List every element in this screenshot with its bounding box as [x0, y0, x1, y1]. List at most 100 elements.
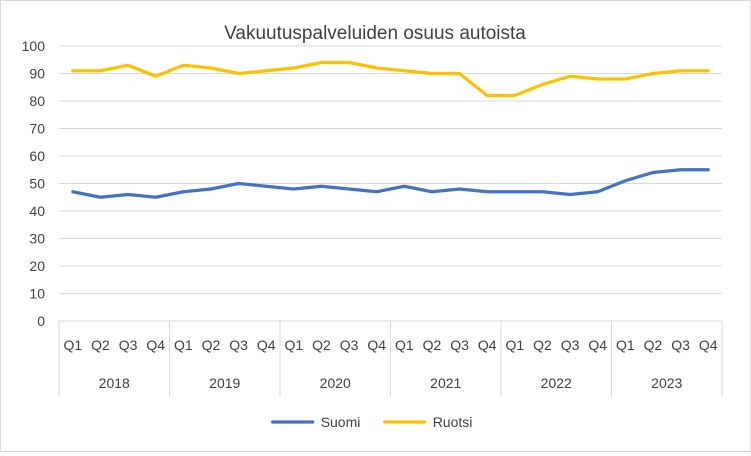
data-point-ruotsi-5 — [209, 66, 213, 70]
x-year-label-2020: 2020 — [320, 375, 351, 391]
data-point-ruotsi-12 — [402, 69, 406, 73]
y-tick-label-30: 30 — [29, 231, 45, 247]
x-tick-label-2020-Q2: Q2 — [312, 337, 331, 353]
legend-label-suomi: Suomi — [321, 414, 361, 430]
data-point-ruotsi-4 — [181, 63, 185, 67]
data-point-ruotsi-1 — [98, 69, 102, 73]
data-point-ruotsi-2 — [126, 63, 130, 67]
x-year-label-2021: 2021 — [430, 375, 461, 391]
data-point-suomi-8 — [292, 187, 296, 191]
data-point-suomi-10 — [347, 187, 351, 191]
x-tick-label-2023-Q2: Q2 — [644, 337, 663, 353]
x-year-label-2018: 2018 — [99, 375, 130, 391]
x-tick-label-2019-Q3: Q3 — [229, 337, 248, 353]
data-point-ruotsi-16 — [513, 94, 517, 98]
x-tick-label-2021-Q1: Q1 — [395, 337, 414, 353]
x-axis: Q1 Q2 Q3 Q4 2018 Q1 Q2 Q3 Q4 2019 Q1 Q2 Q3 Q4 2020 Q1 Q2… — [58, 320, 723, 397]
data-point-ruotsi-7 — [264, 69, 268, 73]
data-point-suomi-5 — [209, 187, 213, 191]
data-point-suomi-3 — [154, 195, 158, 199]
x-tick-label-2023-Q4: Q4 — [699, 337, 718, 353]
data-point-ruotsi-15 — [485, 94, 489, 98]
x-tick-label-2021-Q4: Q4 — [478, 337, 497, 353]
data-point-ruotsi-13 — [430, 72, 434, 76]
chart-title: Vakuutuspalveluiden osuus autoista — [224, 23, 526, 44]
y-axis: 0 10 20 30 40 50 60 70 80 90 100 — [22, 38, 46, 329]
legend: Suomi Ruotsi — [271, 414, 473, 430]
data-point-suomi-4 — [181, 190, 185, 194]
x-tick-label-2023-Q1: Q1 — [616, 337, 635, 353]
data-point-suomi-1 — [98, 195, 102, 199]
x-tick-label-2020-Q3: Q3 — [340, 337, 359, 353]
y-tick-label-90: 90 — [29, 66, 45, 82]
y-tick-label-70: 70 — [29, 121, 45, 137]
data-point-suomi-12 — [402, 184, 406, 188]
y-tick-label-80: 80 — [29, 93, 45, 109]
x-tick-label-2022-Q3: Q3 — [561, 337, 580, 353]
legend-label-ruotsi: Ruotsi — [433, 414, 473, 430]
gridlines — [59, 45, 722, 294]
series-lines — [71, 60, 710, 199]
data-point-ruotsi-18 — [568, 74, 572, 78]
x-tick-label-2020-Q4: Q4 — [367, 337, 386, 353]
data-point-ruotsi-14 — [458, 72, 462, 76]
x-tick-label-2019-Q4: Q4 — [257, 337, 276, 353]
data-point-ruotsi-3 — [154, 74, 158, 78]
data-point-suomi-9 — [319, 184, 323, 188]
y-tick-label-50: 50 — [29, 176, 45, 192]
y-tick-label-40: 40 — [29, 203, 45, 219]
series-line-ruotsi — [71, 60, 710, 98]
data-point-suomi-2 — [126, 193, 130, 197]
data-point-suomi-14 — [458, 187, 462, 191]
x-tick-label-2021-Q3: Q3 — [450, 337, 469, 353]
x-year-label-2022: 2022 — [541, 375, 572, 391]
data-point-ruotsi-21 — [651, 72, 655, 76]
data-point-suomi-11 — [375, 190, 379, 194]
y-tick-label-20: 20 — [29, 258, 45, 274]
y-tick-label-10: 10 — [29, 286, 45, 302]
x-tick-label-2018-Q2: Q2 — [91, 337, 110, 353]
x-tick-label-2018-Q1: Q1 — [63, 337, 82, 353]
x-tick-label-2019-Q1: Q1 — [174, 337, 193, 353]
data-point-suomi-15 — [485, 190, 489, 194]
data-point-suomi-13 — [430, 190, 434, 194]
data-point-suomi-22 — [679, 168, 683, 172]
data-point-ruotsi-17 — [540, 83, 544, 87]
data-point-ruotsi-11 — [375, 66, 379, 70]
x-tick-label-2018-Q4: Q4 — [146, 337, 165, 353]
x-tick-label-2020-Q1: Q1 — [284, 337, 303, 353]
x-tick-label-2019-Q2: Q2 — [202, 337, 221, 353]
data-point-suomi-0 — [71, 190, 75, 194]
data-point-suomi-18 — [568, 193, 572, 197]
data-point-ruotsi-23 — [706, 69, 710, 73]
data-point-ruotsi-10 — [347, 61, 351, 65]
x-year-label-2019: 2019 — [209, 375, 240, 391]
y-tick-label-0: 0 — [37, 313, 45, 329]
x-tick-label-2018-Q3: Q3 — [119, 337, 138, 353]
x-tick-label-2023-Q3: Q3 — [671, 337, 690, 353]
series-line-suomi — [71, 168, 710, 199]
y-tick-label-60: 60 — [29, 148, 45, 164]
x-tick-label-2022-Q1: Q1 — [505, 337, 524, 353]
data-point-suomi-23 — [706, 168, 710, 172]
data-point-ruotsi-22 — [679, 69, 683, 73]
data-point-suomi-20 — [623, 179, 627, 183]
data-point-ruotsi-19 — [596, 77, 600, 81]
x-tick-label-2021-Q2: Q2 — [423, 337, 442, 353]
data-point-ruotsi-8 — [292, 66, 296, 70]
data-point-suomi-16 — [513, 190, 517, 194]
y-tick-label-100: 100 — [22, 38, 46, 54]
data-point-suomi-7 — [264, 184, 268, 188]
data-point-suomi-21 — [651, 171, 655, 175]
data-point-suomi-17 — [540, 190, 544, 194]
data-point-ruotsi-9 — [319, 61, 323, 65]
data-point-ruotsi-20 — [623, 77, 627, 81]
data-point-suomi-19 — [596, 190, 600, 194]
x-tick-label-2022-Q4: Q4 — [588, 337, 607, 353]
data-point-ruotsi-6 — [237, 72, 241, 76]
x-year-label-2023: 2023 — [651, 375, 682, 391]
x-tick-label-2022-Q2: Q2 — [533, 337, 552, 353]
data-point-suomi-6 — [237, 182, 241, 186]
